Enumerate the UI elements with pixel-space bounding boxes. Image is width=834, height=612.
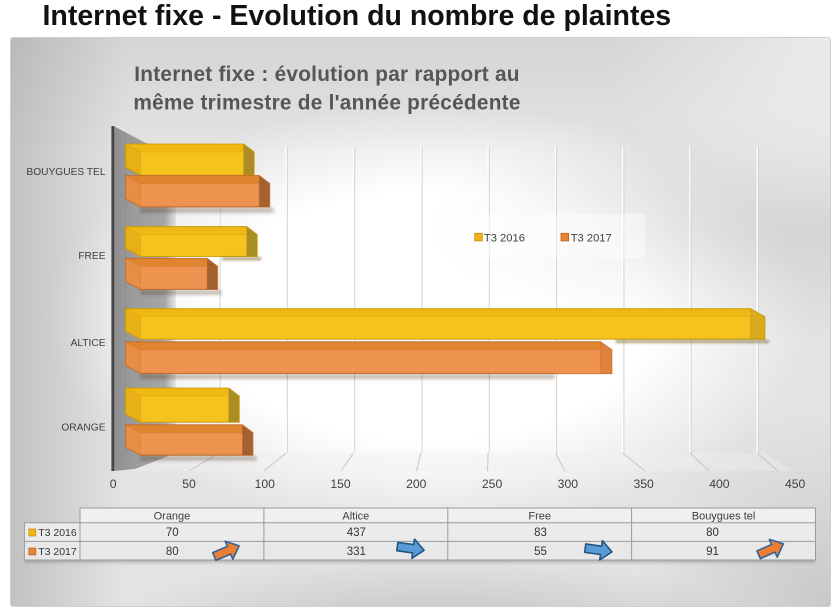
svg-text:ORANGE: ORANGE xyxy=(61,423,105,434)
svg-text:250: 250 xyxy=(482,477,503,491)
svg-text:350: 350 xyxy=(633,477,654,491)
svg-text:91: 91 xyxy=(706,546,719,558)
svg-text:T3 2017: T3 2017 xyxy=(38,546,77,558)
svg-text:Internet fixe : évolution par: Internet fixe : évolution par rapport au xyxy=(134,63,520,86)
svg-text:100: 100 xyxy=(255,477,276,491)
svg-text:150: 150 xyxy=(330,477,351,491)
svg-text:400: 400 xyxy=(709,477,730,491)
svg-text:Bouygues tel: Bouygues tel xyxy=(692,510,756,522)
svg-text:83: 83 xyxy=(534,527,547,539)
svg-text:T3 2016: T3 2016 xyxy=(38,527,77,539)
svg-text:450: 450 xyxy=(785,477,806,491)
svg-text:même trimestre de l'année préc: même trimestre de l'année précédente xyxy=(133,92,520,115)
svg-text:80: 80 xyxy=(166,546,179,558)
svg-text:55: 55 xyxy=(534,546,547,558)
svg-text:80: 80 xyxy=(706,527,719,539)
svg-text:Altice: Altice xyxy=(342,510,369,522)
svg-text:Internet fixe - Evolution du n: Internet fixe - Evolution du nombre de p… xyxy=(43,0,672,32)
svg-text:ALTICE: ALTICE xyxy=(71,338,106,349)
svg-text:437: 437 xyxy=(347,527,366,539)
svg-text:300: 300 xyxy=(558,477,579,491)
svg-text:0: 0 xyxy=(110,477,117,491)
svg-text:Free: Free xyxy=(528,510,551,522)
svg-text:331: 331 xyxy=(347,546,366,558)
svg-text:200: 200 xyxy=(406,477,427,491)
svg-text:T3 2017: T3 2017 xyxy=(571,232,612,244)
svg-text:50: 50 xyxy=(182,477,196,491)
svg-text:70: 70 xyxy=(166,527,179,539)
svg-text:BOUYGUES TEL: BOUYGUES TEL xyxy=(26,167,105,178)
svg-text:Orange: Orange xyxy=(154,510,191,522)
svg-text:T3 2016: T3 2016 xyxy=(484,232,525,244)
svg-text:FREE: FREE xyxy=(78,251,105,262)
